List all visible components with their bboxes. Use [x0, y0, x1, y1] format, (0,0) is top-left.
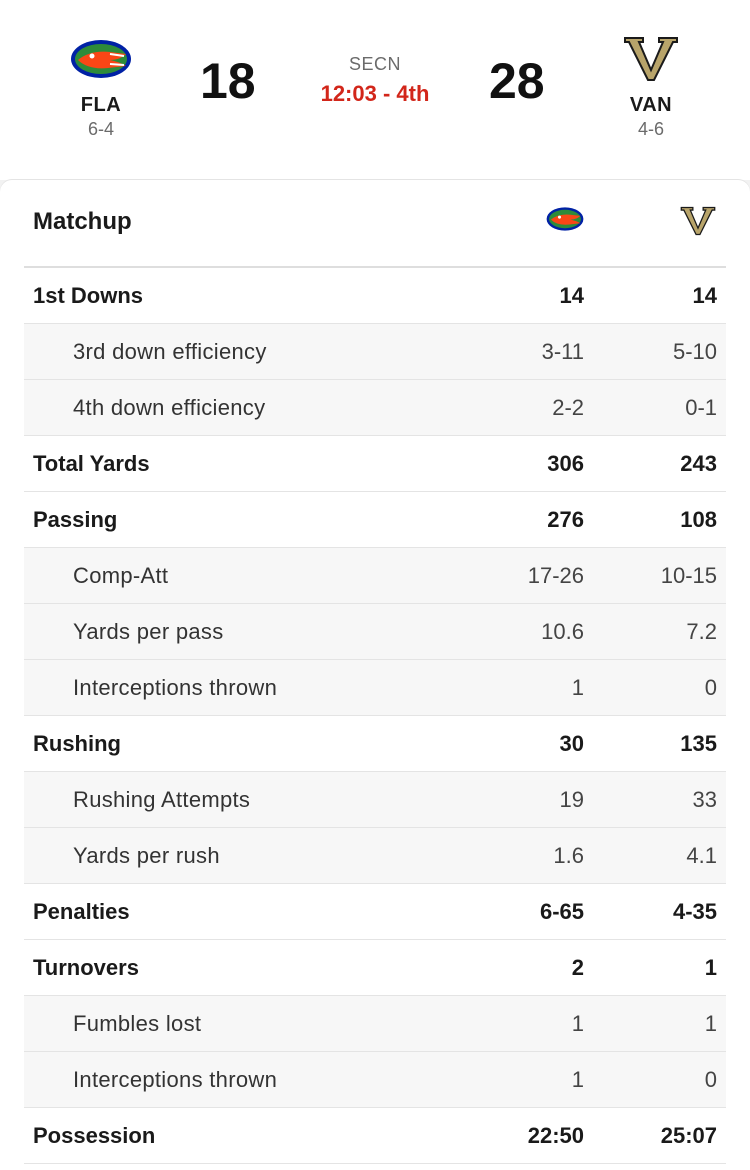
stat-home-value: 22:50: [527, 1122, 584, 1148]
stat-label: Interceptions thrown: [73, 674, 278, 700]
stat-label: Yards per rush: [73, 842, 220, 868]
stat-away-value: 135: [680, 730, 717, 756]
stat-row: 4th down efficiency 2-2 0-1: [24, 380, 726, 436]
stat-row: Interceptions thrown 1 0: [24, 1052, 726, 1108]
stat-label: Fumbles lost: [73, 1010, 202, 1036]
stat-home-value: 30: [559, 730, 584, 756]
vanderbilt-v-column-icon: [680, 206, 716, 236]
stat-home-value: 19: [559, 786, 584, 812]
stat-label: Penalties: [33, 898, 130, 924]
stat-row: Fumbles lost 1 1: [24, 996, 726, 1052]
stat-row: Turnovers 2 1: [24, 940, 726, 996]
stat-away-value: 25:07: [660, 1122, 717, 1148]
vanderbilt-v-logo-icon: [624, 37, 678, 81]
stat-away-value: 7.2: [686, 618, 717, 644]
stat-home-value: 10.6: [541, 618, 584, 644]
stat-label: Rushing: [33, 730, 121, 756]
stat-away-value: 0: [704, 1066, 717, 1092]
stat-away-value: 0: [704, 674, 717, 700]
matchup-header: Matchup: [24, 180, 726, 268]
stat-home-value: 276: [547, 506, 584, 532]
away-team[interactable]: VAN 4-6: [596, 30, 706, 140]
stat-home-value: 1: [571, 1010, 584, 1036]
stat-row: Possession 22:50 25:07: [24, 1108, 726, 1164]
stat-home-value: 1: [571, 1066, 584, 1092]
stat-away-value: 4-35: [672, 898, 717, 924]
stat-label: Yards per pass: [73, 618, 224, 644]
stat-row: 1st Downs 14 14: [24, 268, 726, 324]
stat-row: Total Yards 306 243: [24, 436, 726, 492]
home-score: 18: [200, 53, 256, 109]
stat-home-value: 3-11: [541, 338, 584, 364]
stat-label: Comp-Att: [73, 562, 169, 588]
stat-away-value: 0-1: [685, 394, 717, 420]
stat-label: Total Yards: [33, 450, 150, 476]
stat-home-value: 6-65: [539, 898, 584, 924]
stat-row: Yards per rush 1.6 4.1: [24, 828, 726, 884]
stat-label: Interceptions thrown: [73, 1066, 278, 1092]
stat-away-value: 108: [680, 506, 717, 532]
stat-row: Passing 276 108: [24, 492, 726, 548]
stat-away-value: 10-15: [660, 562, 717, 588]
stat-label: 1st Downs: [33, 282, 144, 308]
stat-away-value: 33: [692, 786, 717, 812]
stat-away-value: 14: [692, 282, 717, 308]
florida-gator-column-icon: [546, 207, 584, 231]
stat-away-value: 4.1: [686, 842, 717, 868]
stat-home-value: 1: [571, 674, 584, 700]
stat-away-value: 1: [704, 1010, 717, 1036]
home-team-record: 6-4: [87, 119, 114, 139]
stat-label: Passing: [33, 506, 118, 532]
home-team-abbr: FLA: [80, 94, 122, 116]
game-status: SECN 12:03 - 4th: [290, 54, 460, 107]
game-clock: 12:03 - 4th: [320, 81, 430, 106]
home-team[interactable]: FLA 6-4: [46, 30, 156, 140]
away-team-record: 4-6: [637, 119, 664, 139]
stat-label: 3rd down efficiency: [73, 338, 267, 364]
florida-gator-logo-icon: [71, 40, 131, 78]
stat-label: Turnovers: [33, 954, 139, 980]
tv-network: SECN: [348, 54, 401, 74]
stats-table: 1st Downs 14 14 3rd down efficiency 3-11 5-10…: [24, 268, 726, 1164]
stat-home-value: 306: [547, 450, 584, 476]
stat-row: Rushing 30 135: [24, 716, 726, 772]
stat-row: Comp-Att 17-26 10-15: [24, 548, 726, 604]
stat-row: Yards per pass 10.6 7.2: [24, 604, 726, 660]
stat-row: Rushing Attempts 19 33: [24, 772, 726, 828]
stat-row: 3rd down efficiency 3-11 5-10: [24, 324, 726, 380]
stat-home-value: 2: [571, 954, 584, 980]
stat-home-value: 17-26: [527, 562, 584, 588]
stat-row: Penalties 6-65 4-35: [24, 884, 726, 940]
stat-home-value: 2-2: [552, 394, 584, 420]
stat-label: Possession: [33, 1122, 156, 1148]
stat-away-value: 243: [680, 450, 717, 476]
matchup-title: Matchup: [33, 208, 132, 235]
scoreboard-header: FLA 6-4 18 SECN 12:03 - 4th 28 VAN 4-6: [0, 0, 750, 180]
matchup-card: Matchup 1st Downs 14 14 3rd down efficiency…: [0, 180, 750, 1170]
stat-home-value: 14: [559, 282, 584, 308]
stat-away-value: 1: [704, 954, 717, 980]
stat-label: Rushing Attempts: [73, 786, 251, 812]
stat-home-value: 1.6: [553, 842, 584, 868]
away-score: 28: [489, 53, 545, 109]
stat-label: 4th down efficiency: [73, 394, 266, 420]
stat-away-value: 5-10: [672, 338, 717, 364]
stat-row: Interceptions thrown 1 0: [24, 660, 726, 716]
away-team-abbr: VAN: [629, 94, 673, 116]
